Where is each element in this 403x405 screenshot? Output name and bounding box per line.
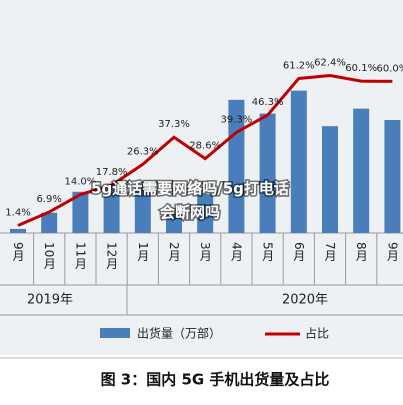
legend-label: 占比	[305, 326, 329, 341]
data-label: 39.3%	[221, 114, 253, 125]
bar	[353, 108, 370, 233]
data-label: 6.9%	[36, 194, 61, 205]
line	[17, 73, 393, 227]
x-tick-label: 9月	[385, 242, 399, 262]
x-tick-label: 5月	[261, 242, 275, 262]
x-tick-label: 1月	[136, 242, 150, 262]
bar	[72, 191, 89, 233]
bar	[259, 113, 276, 233]
bar	[134, 188, 151, 233]
data-label: 17.8%	[96, 167, 128, 178]
bar	[41, 212, 58, 233]
bar	[197, 193, 214, 233]
bar	[384, 119, 401, 233]
data-label: 62.4%	[314, 57, 346, 68]
legend-swatch	[100, 328, 130, 338]
data-label: 61.2%	[283, 60, 315, 71]
bar	[290, 90, 307, 233]
data-label: 37.3%	[158, 119, 190, 130]
overlay-title: 会断网吗	[160, 204, 220, 222]
x-tick-label: 6月	[292, 242, 306, 262]
bar	[228, 99, 245, 233]
x-tick-label: 4月	[229, 242, 243, 262]
chart-title: 图 3：国内 5G 手机出货量及占比	[101, 371, 330, 389]
data-label: 46.3%	[252, 97, 284, 108]
bar	[103, 188, 120, 233]
group-label: 2019年	[27, 293, 73, 308]
x-tick-label: 12月	[105, 242, 119, 270]
x-tick-label: 2月	[167, 242, 181, 262]
data-label: 26.3%	[127, 146, 159, 157]
data-label: 60.1%	[345, 63, 377, 74]
overlay-title: 5g通话需要网络吗/5g打电话	[91, 180, 289, 198]
x-tick-label: 7月	[323, 242, 337, 262]
data-label: 28.6%	[189, 141, 221, 152]
bar	[166, 213, 182, 233]
data-label: 1.4%	[5, 208, 30, 219]
x-tick-label: 9月	[11, 242, 25, 262]
legend-label: 出货量（万部）	[137, 326, 221, 341]
bar	[10, 228, 26, 233]
group-label: 2020年	[282, 293, 328, 308]
data-label: 60.0%	[377, 63, 403, 74]
x-tick-label: 3月	[198, 242, 212, 262]
x-tick-label: 11月	[73, 242, 87, 270]
x-tick-label: 8月	[354, 242, 368, 262]
x-tick-label: 10月	[42, 242, 56, 270]
bar	[322, 126, 338, 233]
data-label: 14.0%	[65, 177, 97, 188]
caption-background	[0, 355, 403, 405]
